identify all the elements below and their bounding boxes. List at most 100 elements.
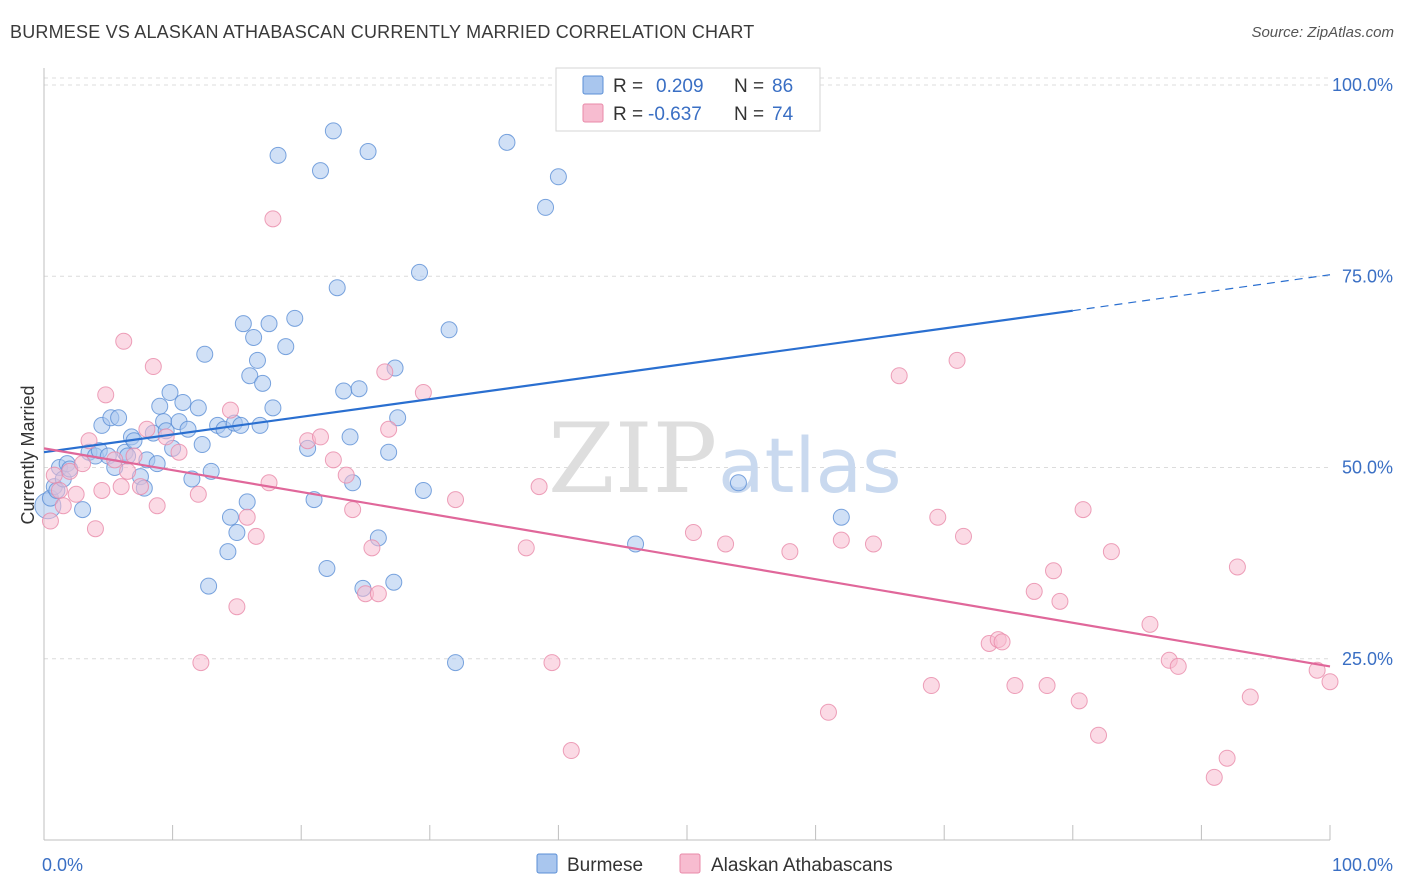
y-tick-label-50: 50.0% xyxy=(1342,458,1393,478)
burmese-point xyxy=(411,263,429,281)
alaskan-point xyxy=(1045,562,1063,580)
legend-swatch-alaskan xyxy=(679,853,701,874)
alaskan-point xyxy=(376,363,394,381)
stats-n-value-burmese: 86 xyxy=(772,76,793,97)
alaskan-point xyxy=(93,481,111,499)
burmese-point xyxy=(286,309,304,327)
alaskan-point xyxy=(447,491,465,509)
alaskan-point xyxy=(67,485,85,503)
y-tick-label-100: 100.0% xyxy=(1332,75,1393,95)
burmese-point xyxy=(324,122,342,140)
alaskan-point xyxy=(1308,661,1326,679)
burmese-point xyxy=(447,654,465,672)
alaskan-point xyxy=(41,512,59,530)
alaskan-point xyxy=(890,367,908,385)
alaskan-point xyxy=(170,443,188,461)
burmese-point xyxy=(318,559,336,577)
stats-swatch-alaskan xyxy=(582,103,604,123)
alaskan-point xyxy=(144,358,162,376)
grid-lines xyxy=(44,77,1330,660)
alaskan-point xyxy=(115,332,133,350)
alaskan-point xyxy=(1090,726,1108,744)
burmese-point xyxy=(335,382,353,400)
alaskan-point xyxy=(1241,688,1259,706)
alaskan-point xyxy=(530,478,548,496)
alaskan-point xyxy=(74,455,92,473)
burmese-point xyxy=(196,345,214,363)
alaskan-point xyxy=(1051,592,1069,610)
stats-r-label-burmese: R = xyxy=(613,76,643,97)
alaskan-point xyxy=(1169,657,1187,675)
alaskan-point xyxy=(112,478,130,496)
stats-r-value-burmese: 0.209 xyxy=(656,76,704,97)
burmese-point xyxy=(179,420,197,438)
x-axis-ticks xyxy=(172,825,1331,840)
burmese-point xyxy=(350,380,368,398)
stats-r-label-alaskan: R = xyxy=(613,104,643,125)
burmese-point xyxy=(537,198,555,216)
alaskan-point xyxy=(1006,677,1024,695)
x-tick-label-100: 100.0% xyxy=(1332,855,1393,875)
alaskan-point xyxy=(1070,692,1088,710)
watermark-atlas: atlas xyxy=(718,421,902,510)
alaskan-point xyxy=(1102,543,1120,561)
burmese-point xyxy=(245,328,263,346)
alaskan-point xyxy=(1218,749,1236,767)
alaskan-point xyxy=(1321,673,1339,691)
alaskan-point xyxy=(311,428,329,446)
burmese-point xyxy=(110,409,128,427)
alaskan-point xyxy=(819,703,837,721)
alaskan-point xyxy=(954,527,972,545)
alaskan-point xyxy=(138,420,156,438)
stats-swatch-burmese xyxy=(582,75,604,95)
burmese-point xyxy=(234,315,252,333)
burmese-point xyxy=(498,133,516,151)
burmese-point xyxy=(385,573,403,591)
alaskan-point xyxy=(337,466,355,484)
y-tick-label-75: 75.0% xyxy=(1342,266,1393,286)
legend-label-burmese: Burmese xyxy=(567,855,643,876)
alaskan-point xyxy=(97,386,115,404)
alaskan-point xyxy=(922,677,940,695)
burmese-point xyxy=(440,321,458,339)
alaskan-point xyxy=(119,462,137,480)
burmese-point xyxy=(389,409,407,427)
alaskan-point xyxy=(929,508,947,526)
alaskan-point xyxy=(1228,558,1246,576)
burmese-point xyxy=(414,481,432,499)
burmese-point xyxy=(832,508,850,526)
burmese-point xyxy=(74,501,92,519)
alaskan-point xyxy=(54,497,72,515)
alaskan-point xyxy=(517,539,535,557)
alaskan-point xyxy=(1025,582,1043,600)
alaskan-point xyxy=(131,478,149,496)
y-tick-label-25: 25.0% xyxy=(1342,649,1393,669)
alaskan-point xyxy=(369,585,387,603)
alaskan-point xyxy=(832,531,850,549)
burmese-point xyxy=(380,443,398,461)
watermark: ZIP atlas xyxy=(548,403,902,515)
alaskan-point xyxy=(380,420,398,438)
legend-swatch-burmese xyxy=(536,853,558,874)
alaskan-point xyxy=(86,520,104,538)
alaskan-point xyxy=(1038,677,1056,695)
burmese-point xyxy=(254,374,272,392)
alaskan-point xyxy=(148,497,166,515)
alaskan-point xyxy=(247,527,265,545)
series-legend: Burmese Alaskan Athabascans xyxy=(536,853,893,876)
burmese-point xyxy=(161,384,179,402)
burmese-trend-extension xyxy=(1072,274,1331,312)
burmese-point xyxy=(241,367,259,385)
alaskan-point xyxy=(264,210,282,228)
alaskan-point xyxy=(1074,501,1092,519)
alaskan-point xyxy=(363,539,381,557)
burmese-point xyxy=(251,416,269,434)
stats-legend: R = 0.209 N = 86 R = -0.637 N = 74 xyxy=(555,67,821,132)
alaskan-point xyxy=(221,401,239,419)
alaskan-point xyxy=(993,633,1011,651)
x-axis-tick-labels: 0.0% 100.0% xyxy=(42,855,1393,875)
alaskan-point xyxy=(781,543,799,561)
burmese-point xyxy=(359,143,377,161)
burmese-point xyxy=(341,428,359,446)
alaskan-point xyxy=(864,535,882,553)
